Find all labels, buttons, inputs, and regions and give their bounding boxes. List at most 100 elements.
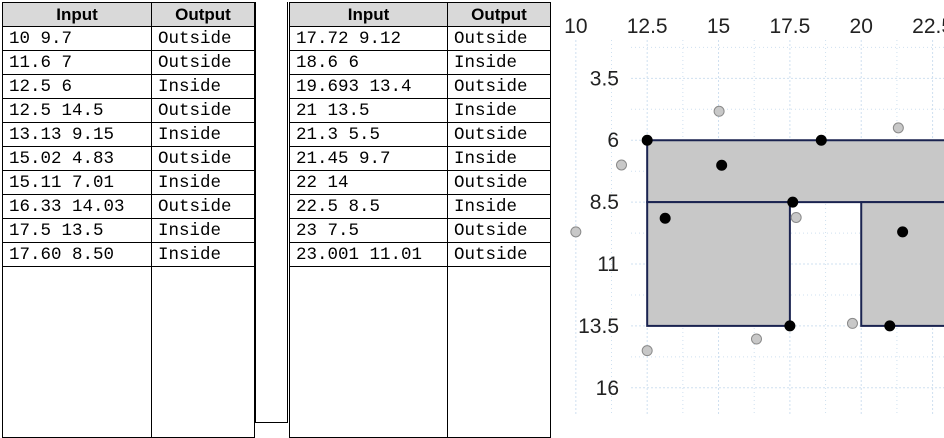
output-cell: Inside: [447, 146, 551, 171]
x-tick-label: 22.5: [912, 15, 944, 38]
y-tick-label: 3.5: [590, 67, 619, 90]
region-right-block: [860, 201, 944, 327]
output-cell: Outside: [151, 50, 255, 75]
table-row: 19.693 13.4 Outside: [289, 74, 551, 99]
table-row: 12.5 14.5 Outside: [2, 98, 255, 123]
output-cell: Outside: [151, 26, 255, 51]
y-tick-label: 11: [597, 253, 619, 276]
output-cell: Inside: [151, 74, 255, 99]
output-cell: Outside: [447, 122, 551, 147]
x-tick-label: 10: [564, 15, 587, 38]
output-cell: Outside: [447, 74, 551, 99]
table-row: 15.11 7.01 Inside: [2, 170, 255, 195]
outside-point: [790, 211, 802, 223]
x-tick-label: 12.5: [627, 15, 668, 38]
table-row: 11.6 7 Outside: [2, 50, 255, 75]
output-cell: Outside: [151, 98, 255, 123]
column-header-output: Output: [151, 2, 255, 27]
table-row: 21.45 9.7 Inside: [289, 146, 551, 171]
io-table-left: Input Output 10 9.7 Outside 11.6 7 Outside…: [2, 2, 255, 438]
empty-row: [289, 266, 551, 438]
table-row: 17.72 9.12 Outside: [289, 26, 551, 51]
input-cell: 21.3 5.5: [289, 122, 448, 147]
empty-row: [2, 266, 255, 438]
input-cell: 21.45 9.7: [289, 146, 448, 171]
inside-point: [784, 320, 796, 332]
y-tick-label: 8.5: [590, 191, 619, 214]
column-header-output: Output: [447, 2, 551, 27]
input-cell: 17.5 13.5: [2, 218, 152, 243]
input-cell: 16.33 14.03: [2, 194, 152, 219]
outside-point: [570, 226, 582, 238]
table-row: 22.5 8.5 Inside: [289, 194, 551, 219]
inside-point: [659, 212, 671, 224]
table-row: 10 9.7 Outside: [2, 26, 255, 51]
input-cell: 11.6 7: [2, 50, 152, 75]
output-cell: Outside: [447, 242, 551, 267]
input-cell: 12.5 14.5: [2, 98, 152, 123]
input-cell: 19.693 13.4: [289, 74, 448, 99]
table-row: 17.60 8.50 Inside: [2, 242, 255, 267]
outside-point: [641, 345, 653, 357]
input-cell: 15.02 4.83: [2, 146, 152, 171]
x-tick-label: 17.5: [769, 15, 810, 38]
output-cell: Inside: [151, 218, 255, 243]
output-cell: Inside: [151, 242, 255, 267]
column-header-input: Input: [2, 2, 152, 27]
input-cell: 22.5 8.5: [289, 194, 448, 219]
table-row: 13.13 9.15 Inside: [2, 122, 255, 147]
input-cell: 18.6 6: [289, 50, 448, 75]
scatter-plot: 10 12.5 15 17.5 20 22.5 3.5 6 8.5 11 13.5 16: [564, 15, 944, 415]
inside-point: [815, 134, 827, 146]
output-cell: Outside: [447, 26, 551, 51]
output-cell: Inside: [447, 194, 551, 219]
y-tick-label: 16: [596, 377, 619, 400]
x-tick-label: 20: [850, 15, 873, 38]
output-cell: Inside: [447, 50, 551, 75]
table-row: 21 13.5 Inside: [289, 98, 551, 123]
tick-layer: 10 12.5 15 17.5 20 22.5 3.5 6 8.5 11 13.5 16: [564, 15, 944, 400]
table-row: 16.33 14.03 Outside: [2, 194, 255, 219]
table-row: 23 7.5 Outside: [289, 218, 551, 243]
table-row: 22 14 Outside: [289, 170, 551, 195]
region-left-block: [646, 201, 791, 327]
region-layer: [646, 139, 944, 327]
column-header-input: Input: [289, 2, 448, 27]
io-table-right: Input Output 17.72 9.12 Outside 18.6 6 Ins…: [289, 2, 551, 438]
x-tick-label: 15: [707, 15, 730, 38]
input-cell: 21 13.5: [289, 98, 448, 123]
input-cell: 12.5 6: [2, 74, 152, 99]
output-cell: Inside: [447, 98, 551, 123]
inside-point: [716, 159, 728, 171]
input-cell: 23.001 11.01: [289, 242, 448, 267]
inside-point: [787, 196, 799, 208]
output-cell: Outside: [151, 146, 255, 171]
output-cell: Inside: [151, 122, 255, 147]
output-cell: Outside: [447, 218, 551, 243]
input-cell: 17.72 9.12: [289, 26, 448, 51]
output-cell: Inside: [151, 170, 255, 195]
input-cell: 13.13 9.15: [2, 122, 152, 147]
outside-point: [713, 105, 725, 117]
region-upper-band: [646, 139, 944, 204]
input-cell: 22 14: [289, 170, 448, 195]
input-cell: 23 7.5: [289, 218, 448, 243]
inside-point: [897, 226, 909, 238]
input-cell: 10 9.7: [2, 26, 152, 51]
table-row: 15.02 4.83 Outside: [2, 146, 255, 171]
outside-point: [846, 317, 858, 329]
table-row: 23.001 11.01 Outside: [289, 242, 551, 267]
table-row: 21.3 5.5 Outside: [289, 122, 551, 147]
output-cell: Outside: [447, 170, 551, 195]
y-tick-label: 6: [607, 129, 619, 152]
outside-point: [615, 159, 627, 171]
point-layer: [570, 105, 909, 357]
table-row: 17.5 13.5 Inside: [2, 218, 255, 243]
input-cell: 17.60 8.50: [2, 242, 152, 267]
y-tick-label: 13.5: [578, 315, 619, 338]
inside-point: [884, 320, 896, 332]
spacer-column: [255, 2, 288, 423]
inside-point: [641, 134, 653, 146]
input-cell: 15.11 7.01: [2, 170, 152, 195]
table-row: 18.6 6 Inside: [289, 50, 551, 75]
